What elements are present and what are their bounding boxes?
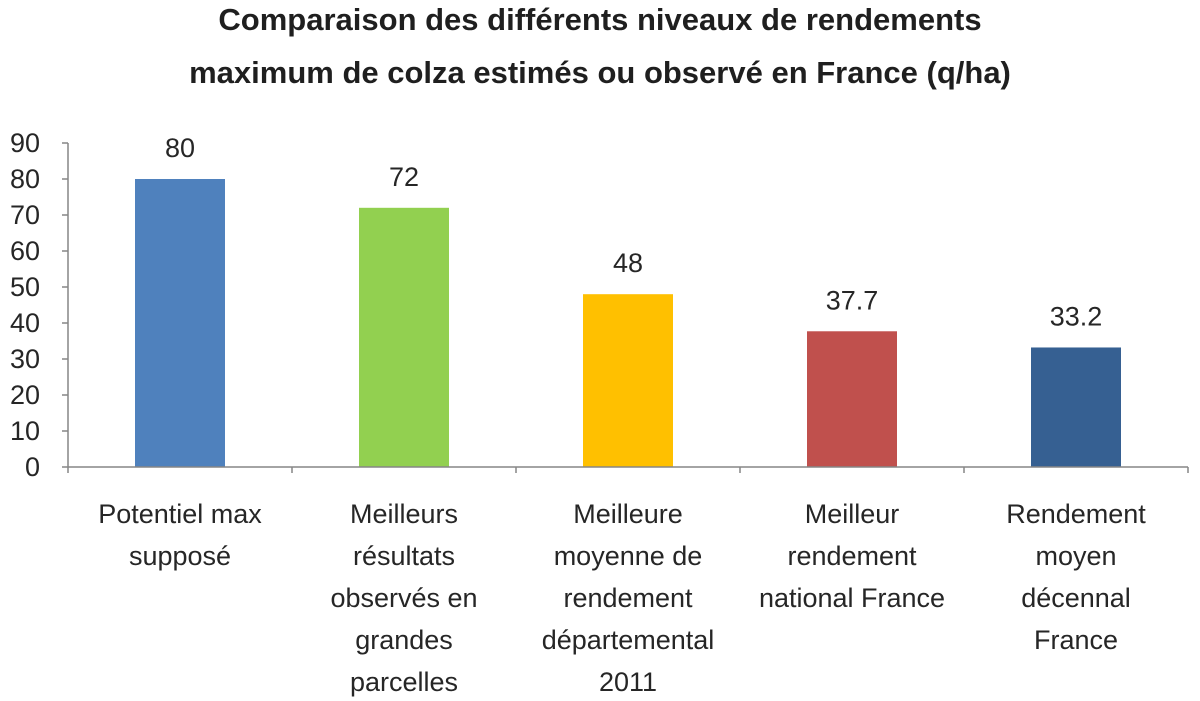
- category-label-line: supposé: [129, 541, 231, 571]
- y-tick-label: 10: [10, 416, 40, 446]
- category-label-line: résultats: [353, 541, 455, 571]
- category-label-line: Potentiel max: [98, 499, 262, 529]
- category-label-line: national France: [759, 583, 945, 613]
- chart-title-line-2: maximum de colza estimés ou observé en F…: [189, 55, 1011, 90]
- chart-title: Comparaison des différents niveaux de re…: [189, 2, 1011, 90]
- category-label-line: grandes: [355, 625, 453, 655]
- y-tick-label: 40: [10, 308, 40, 338]
- category-label: Rendement moyen décennal France: [1006, 499, 1146, 655]
- y-tick-label: 60: [10, 236, 40, 266]
- category-label-line: France: [1034, 625, 1118, 655]
- category-label-line: parcelles: [350, 667, 458, 697]
- y-tick-label: 50: [10, 272, 40, 302]
- bar: [1031, 347, 1121, 467]
- category-label-line: Meilleurs: [350, 499, 458, 529]
- y-tick-label: 20: [10, 380, 40, 410]
- bars: [135, 179, 1121, 468]
- y-axis: 0 10 20 30 40 50 60 70 80 90: [10, 128, 69, 482]
- category-label: Potentiel max supposé: [98, 499, 262, 571]
- data-label: 37.7: [826, 285, 879, 315]
- category-label-line: rendement: [787, 541, 917, 571]
- category-label: Meilleure moyenne de rendement départementa…: [542, 499, 715, 697]
- y-tick-label: 0: [25, 452, 40, 482]
- y-tick-label: 90: [10, 128, 40, 158]
- y-tick-label: 80: [10, 164, 40, 194]
- category-label-line: moyenne de: [554, 541, 703, 571]
- category-label-line: Meilleure: [573, 499, 683, 529]
- bar: [359, 207, 449, 468]
- category-label-line: rendement: [563, 583, 693, 613]
- data-labels: 80 72 48 37.7 33.2: [165, 133, 1102, 331]
- data-label: 72: [389, 162, 419, 192]
- category-label-line: départemental: [542, 625, 715, 655]
- bar: [807, 331, 897, 467]
- category-label: Meilleur rendement national France: [759, 499, 945, 613]
- category-label-line: moyen: [1035, 541, 1116, 571]
- data-label: 80: [165, 133, 195, 163]
- bar: [583, 294, 673, 467]
- bar: [135, 179, 225, 467]
- x-axis: Potentiel max supposé Meilleurs résultats ob…: [67, 466, 1189, 697]
- category-label-line: 2011: [599, 667, 657, 697]
- category-label-line: Rendement: [1006, 499, 1146, 529]
- data-label: 48: [613, 248, 643, 278]
- y-tick-label: 30: [10, 344, 40, 374]
- category-label-line: Meilleur: [805, 499, 900, 529]
- data-label: 33.2: [1050, 301, 1103, 331]
- category-label-line: observés en: [330, 583, 477, 613]
- chart-title-line-1: Comparaison des différents niveaux de re…: [218, 2, 981, 37]
- y-tick-label: 70: [10, 200, 40, 230]
- category-label: Meilleurs résultats observés en grandes parc…: [330, 499, 477, 697]
- category-label-line: décennal: [1021, 583, 1131, 613]
